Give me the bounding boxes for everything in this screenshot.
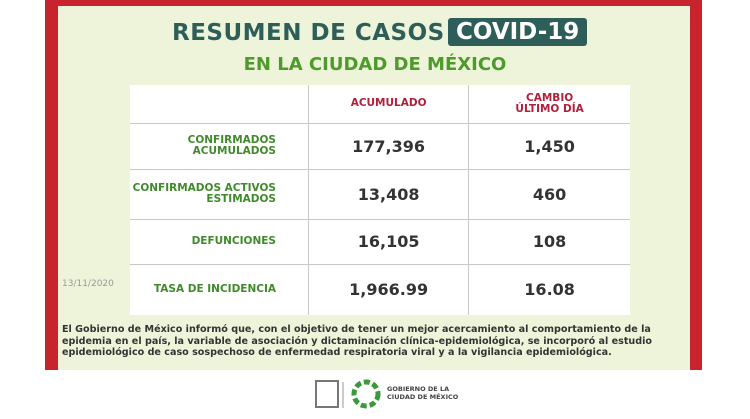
date: 13/11/2020 bbox=[62, 279, 114, 289]
cell-value: 1,450 bbox=[468, 122, 630, 170]
table-row: DEFUNCIONES 16,105 108 bbox=[130, 218, 630, 265]
cdmx-logo bbox=[351, 379, 381, 409]
table-row: TASA DE INCIDENCIA 1,966.99 16.08 bbox=[130, 263, 630, 315]
frame-top bbox=[45, 0, 702, 6]
frame-right bbox=[690, 0, 702, 370]
row-label: CONFIRMADOS ACTIVOS ESTIMADOS bbox=[130, 168, 309, 220]
badge: COVID-19 bbox=[448, 18, 588, 46]
subtitle: EN LA CIUDAD DE MÉXICO bbox=[243, 54, 507, 75]
title: RESUMEN DE CASOS bbox=[172, 20, 445, 46]
logos bbox=[315, 379, 381, 409]
frame-left bbox=[45, 0, 58, 370]
logo-text: GOBIERNO DE LA CIUDAD DE MÉXICO bbox=[387, 385, 459, 401]
column-header-text: CAMBIO ÚLTIMO DÍA bbox=[515, 91, 584, 115]
table-row: CONFIRMADOS ACTIVOS ESTIMADOS 13,408 460 bbox=[130, 168, 630, 220]
row-label: DEFUNCIONES bbox=[130, 218, 309, 265]
row-label: CONFIRMADOS ACUMULADOS bbox=[130, 122, 309, 170]
cell-value: 16,105 bbox=[307, 218, 470, 265]
summary-table: ACUMULADO CAMBIO ÚLTIMO DÍA CONFIRMADOS … bbox=[130, 85, 630, 315]
cell-value: 460 bbox=[468, 168, 630, 220]
cell-value: 13,408 bbox=[307, 168, 470, 220]
footnote: El Gobierno de México informó que, con e… bbox=[62, 324, 653, 358]
row-label: TASA DE INCIDENCIA bbox=[130, 263, 309, 315]
shield-logo bbox=[315, 380, 339, 408]
cell-value: 177,396 bbox=[307, 122, 470, 170]
cell-value: 108 bbox=[468, 218, 630, 265]
column-header: ACUMULADO bbox=[307, 85, 470, 123]
column-header: CAMBIO ÚLTIMO DÍA bbox=[468, 85, 630, 123]
header-row: ACUMULADO CAMBIO ÚLTIMO DÍA bbox=[130, 85, 630, 123]
cell-value: 16.08 bbox=[468, 263, 630, 315]
cell-value: 1,966.99 bbox=[307, 263, 470, 315]
corner bbox=[130, 85, 309, 123]
table-row: CONFIRMADOS ACUMULADOS 177,396 1,450 bbox=[130, 122, 630, 170]
